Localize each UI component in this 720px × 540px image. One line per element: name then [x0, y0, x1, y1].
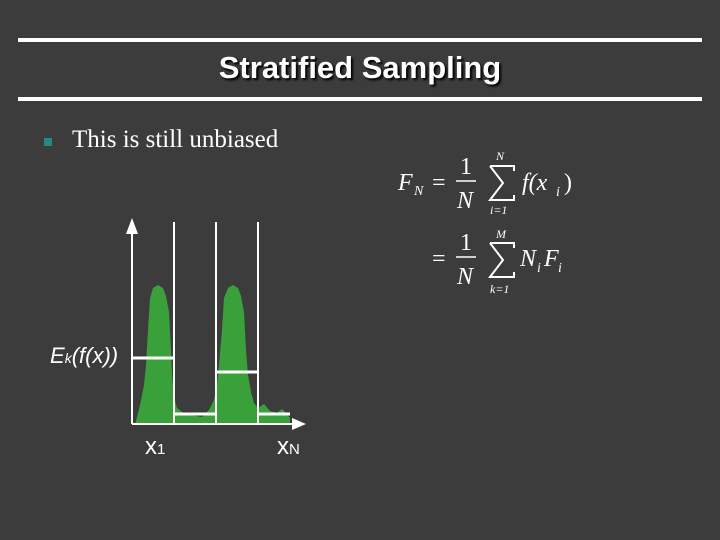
sum-upper-1: N: [495, 149, 505, 163]
formula-equals-1: =: [432, 170, 446, 196]
slide-title: Stratified Sampling: [218, 50, 502, 85]
formula-denominator-1: N: [456, 188, 475, 214]
sigma-icon: [487, 242, 515, 278]
square-bullet-icon: [44, 138, 52, 146]
x-last-label: xN: [277, 433, 300, 460]
estimator-formula: F N = 1 N N i=1 f(x i ) = 1 N M k=1 N i …: [397, 149, 572, 296]
formula-numerator-1: 1: [460, 154, 472, 180]
function-curve: [135, 285, 290, 425]
sum-upper-2: M: [495, 227, 507, 241]
formula-lhs: F: [397, 170, 413, 196]
formula-n-sub: i: [537, 261, 541, 276]
sigma-icon: [487, 165, 515, 201]
formula-numerator-2: 1: [460, 230, 472, 256]
x-axis-arrow-icon: [292, 418, 306, 430]
title-rule-top: [18, 38, 702, 42]
formula-f: F: [543, 246, 559, 272]
title-rule-bottom: [18, 97, 702, 101]
formula-equals-2: =: [432, 246, 446, 272]
sum-lower-1: i=1: [490, 203, 507, 217]
y-axis-arrow-icon: [126, 218, 138, 234]
formula-term-1: f(x: [522, 170, 548, 196]
formula-f-sub: i: [558, 261, 562, 276]
sum-lower-2: k=1: [490, 282, 509, 296]
bullet-text: This is still unbiased: [72, 126, 279, 153]
formula-term-sub-1: i: [556, 185, 560, 200]
formula-term-end-1: ): [564, 170, 572, 196]
stratum-expectation-label: Ek(f(x)): [50, 343, 119, 368]
formula-denominator-2: N: [456, 264, 475, 290]
x-first-label: x1: [145, 433, 166, 460]
formula-n: N: [519, 246, 538, 272]
formula-lhs-sub: N: [413, 184, 424, 199]
